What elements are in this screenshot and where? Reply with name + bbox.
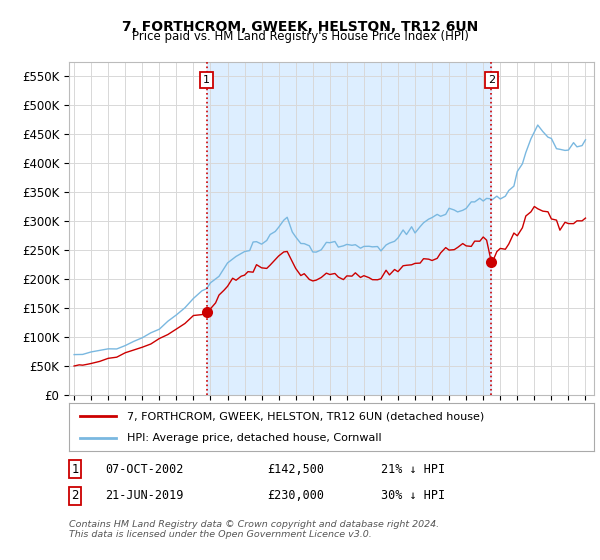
Text: HPI: Average price, detached house, Cornwall: HPI: Average price, detached house, Corn… <box>127 433 382 443</box>
Text: 7, FORTHCROM, GWEEK, HELSTON, TR12 6UN (detached house): 7, FORTHCROM, GWEEK, HELSTON, TR12 6UN (… <box>127 411 484 421</box>
Text: 30% ↓ HPI: 30% ↓ HPI <box>381 489 445 502</box>
Text: £230,000: £230,000 <box>267 489 324 502</box>
Text: 2: 2 <box>488 75 495 85</box>
Text: 7, FORTHCROM, GWEEK, HELSTON, TR12 6UN: 7, FORTHCROM, GWEEK, HELSTON, TR12 6UN <box>122 20 478 34</box>
Text: 1: 1 <box>71 463 79 476</box>
Bar <box>206 62 491 395</box>
Text: Contains HM Land Registry data © Crown copyright and database right 2024.
This d: Contains HM Land Registry data © Crown c… <box>69 520 439 539</box>
Text: 1: 1 <box>203 75 210 85</box>
Text: 21-JUN-2019: 21-JUN-2019 <box>105 489 184 502</box>
Text: £142,500: £142,500 <box>267 463 324 476</box>
Text: 07-OCT-2002: 07-OCT-2002 <box>105 463 184 476</box>
Text: Price paid vs. HM Land Registry's House Price Index (HPI): Price paid vs. HM Land Registry's House … <box>131 30 469 43</box>
Text: 21% ↓ HPI: 21% ↓ HPI <box>381 463 445 476</box>
Text: 2: 2 <box>71 489 79 502</box>
